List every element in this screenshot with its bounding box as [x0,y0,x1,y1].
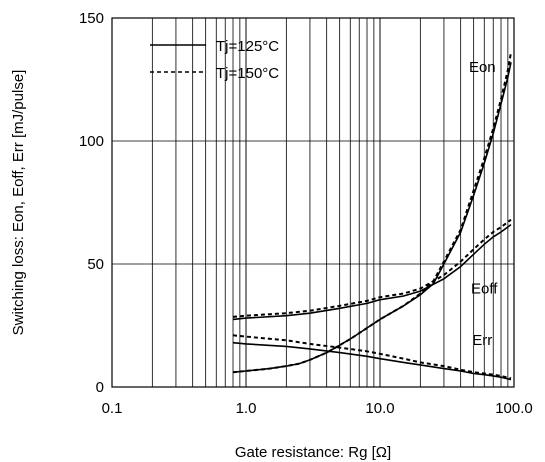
legend-label-tj125: Tj=125°C [216,38,279,55]
series-line-eoff-tj150 [232,218,512,318]
y-tick-label: 50 [87,256,104,273]
legend-label-tj150: Tj=150°C [216,65,279,82]
x-tick-label: 100.0 [495,400,533,417]
y-axis-title: Switching loss: Eon, Eoff, Err [mJ/pulse… [10,70,27,336]
x-tick-label: 10.0 [365,400,394,417]
curve-label-eon: Eon [469,59,496,76]
grid-lines [112,18,514,387]
y-tick-label: 0 [96,379,104,396]
curves [232,52,512,381]
series-line-eon-tj150 [232,52,512,374]
y-tick-label: 100 [79,133,104,150]
legend: Tj=125°C Tj=150°C [150,38,279,82]
series-line-eon-tj125 [232,62,512,373]
x-tick-label: 1.0 [236,400,257,417]
curve-label-eoff: Eoff [471,281,498,298]
x-tick-labels: 0.1 1.0 10.0 100.0 [102,400,533,417]
y-tick-label: 150 [79,10,104,27]
x-tick-label: 0.1 [102,400,123,417]
series-line-eoff-tj125 [232,223,512,321]
y-tick-labels: 0 50 100 150 [79,10,104,396]
curve-labels: Eon Eoff Err [469,59,498,349]
curve-label-err: Err [472,332,492,349]
x-axis-title: Gate resistance: Rg [Ω] [235,444,391,461]
series-line-err-tj125 [232,341,512,381]
series-line-err-tj150 [232,334,512,380]
plot-frame [111,17,515,388]
